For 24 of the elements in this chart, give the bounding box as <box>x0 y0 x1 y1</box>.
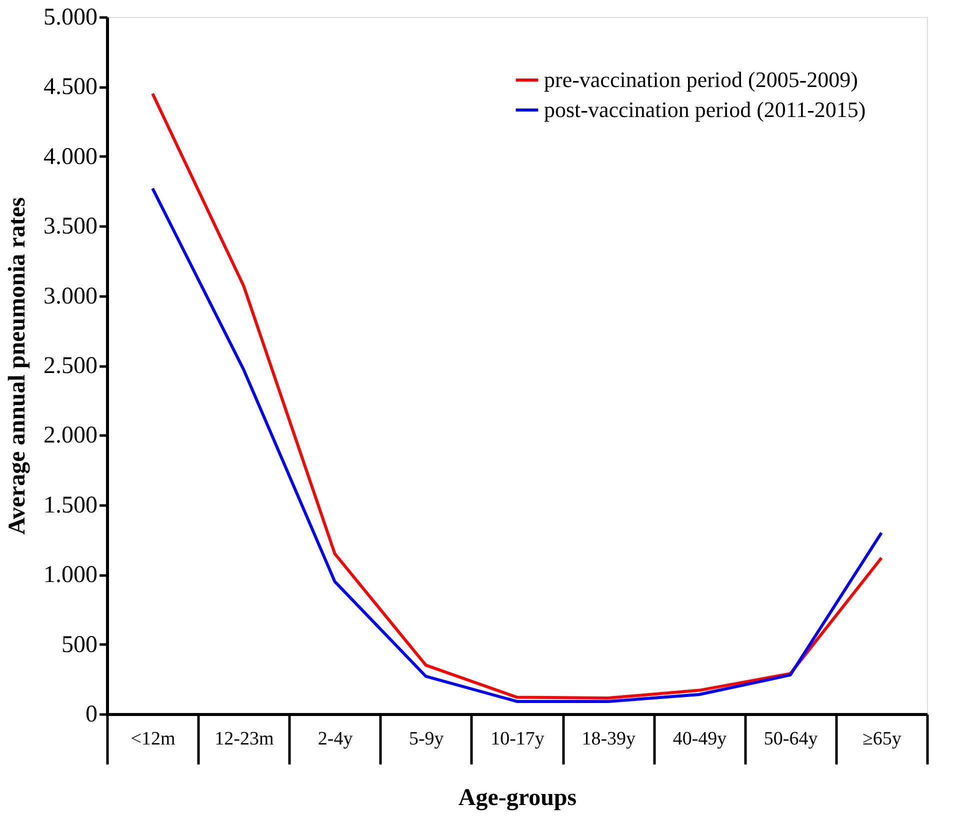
y-axis-title: Average annual pneumonia rates <box>4 197 30 535</box>
x-tick-label: 2-4y <box>318 728 354 750</box>
y-tick-label: 2.000 <box>44 422 98 449</box>
x-tick-label: <12m <box>130 728 176 750</box>
y-tick-label: 2.500 <box>44 353 98 379</box>
x-tick-label: 50-64y <box>764 728 818 750</box>
legend-label: post-vaccination period (2011-2015) <box>544 97 866 122</box>
x-tick-label: 40-49y <box>672 728 728 750</box>
legend-label: pre-vaccination period (2005-2009) <box>544 67 858 92</box>
y-tick-label: 0 <box>86 702 98 728</box>
x-tick-label: 18-39y <box>582 728 636 750</box>
x-tick-label: ≥65y <box>862 728 902 750</box>
y-tick-label: 500 <box>62 632 98 658</box>
x-tick-label: 5-9y <box>408 728 444 750</box>
y-tick-label: 3.500 <box>44 214 98 240</box>
x-tick-label: 12-23m <box>214 728 274 750</box>
y-tick-label: 5.000 <box>44 4 98 30</box>
x-tick-label: 10-17y <box>490 728 545 750</box>
y-tick-label: 4.000 <box>44 144 98 170</box>
y-tick-label: 1.000 <box>44 562 98 588</box>
y-tick-label: 4.500 <box>44 74 98 100</box>
x-axis-title: Age-groups <box>458 784 577 811</box>
y-tick-label: 1.500 <box>44 492 98 518</box>
y-tick-label: 3.000 <box>44 283 98 310</box>
